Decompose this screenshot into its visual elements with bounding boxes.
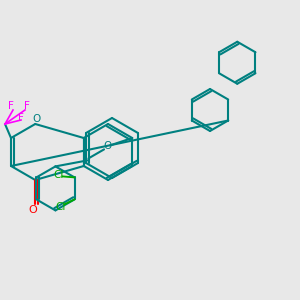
Text: F: F bbox=[18, 113, 24, 123]
Text: F: F bbox=[24, 101, 30, 111]
Text: Cl: Cl bbox=[53, 170, 64, 180]
Text: O: O bbox=[103, 141, 111, 152]
Text: Cl: Cl bbox=[55, 202, 66, 212]
Text: O: O bbox=[32, 114, 41, 124]
Text: F: F bbox=[8, 101, 14, 111]
Text: O: O bbox=[28, 205, 37, 215]
